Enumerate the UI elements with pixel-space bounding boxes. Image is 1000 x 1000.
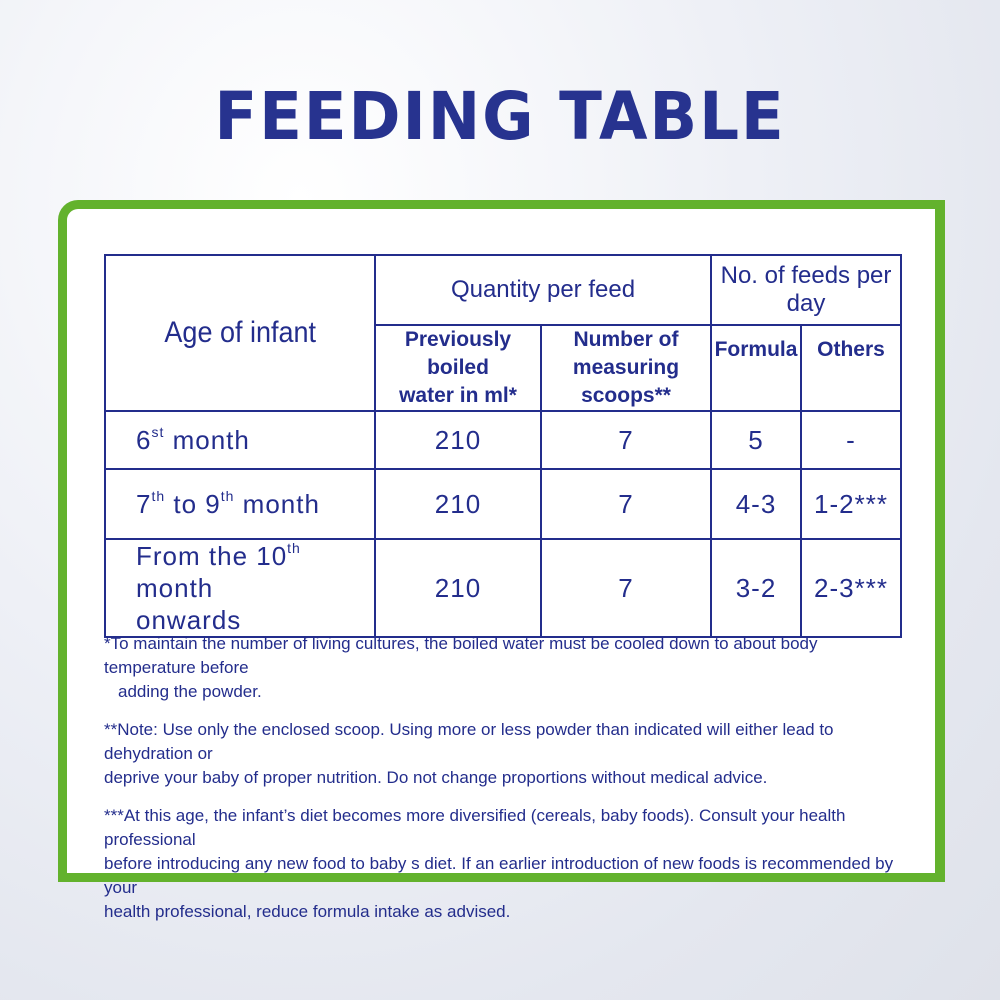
footnote-diet: ***At this age, the infant’s diet become… [104,806,894,921]
table-row: 6st month 210 7 5 - [104,410,903,470]
water-cell: 210 [374,538,542,638]
table-row: 7th to 9th month 210 7 4-3 1-2*** [104,468,903,540]
water-header: Previously boiled water in ml* [374,324,542,412]
others-header: Others [799,324,903,412]
page-title: FEEDING TABLE [214,78,786,155]
age-cell: 6st month [104,410,376,470]
formula-header: Formula [710,324,802,412]
formula-cell: 4-3 [710,468,802,540]
feeding-table: Age of infant Quantity per feed No. of f… [104,254,903,638]
footnotes: *To maintain the number of living cultur… [104,632,904,938]
water-cell: 210 [374,410,542,470]
feeds-header: No. of feeds per day [709,254,903,326]
others-cell: 1-2*** [799,468,903,540]
others-cell: 2-3*** [799,538,903,638]
age-cell: From the 10th month onwards [104,538,376,638]
scoops-cell: 7 [540,468,712,540]
formula-cell: 5 [710,410,802,470]
age-cell: 7th to 9th month [104,468,376,540]
footnote-scoop: **Note: Use only the enclosed scoop. Usi… [104,720,834,787]
scoops-cell: 7 [540,538,712,638]
scoops-header: Number of measuring scoops** [540,324,712,412]
others-cell: - [799,410,903,470]
water-cell: 210 [374,468,542,540]
quantity-header: Quantity per feed [374,254,712,326]
age-header: Age of infant [104,254,376,412]
formula-cell: 3-2 [710,538,802,638]
scoops-cell: 7 [540,410,712,470]
footnote-water: *To maintain the number of living cultur… [104,634,818,701]
table-row: From the 10th month onwards 210 7 3-2 2-3… [104,538,903,638]
